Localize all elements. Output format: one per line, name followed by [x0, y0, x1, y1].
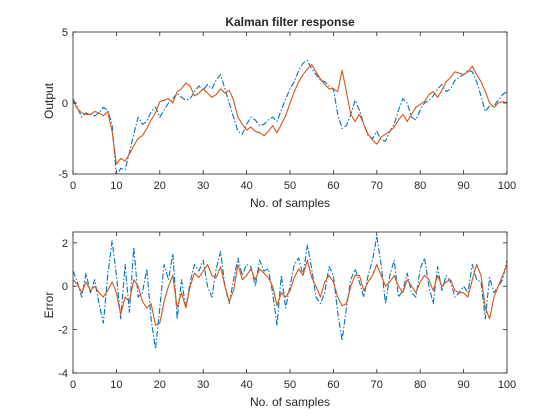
- top-y-tick-label: 0: [62, 98, 68, 110]
- bottom-x-tick-label: 60: [327, 379, 339, 391]
- top-series-solid-line: [73, 64, 507, 165]
- bottom-y-tick-label: -4: [58, 368, 68, 380]
- top-x-tick-label: 80: [414, 180, 426, 192]
- bottom-y-tick-label: 2: [62, 238, 68, 250]
- bottom-x-tick-label: 0: [70, 379, 76, 391]
- bottom-series-solid-line: [73, 259, 507, 326]
- top-subplot: Kalman filter response Output No. of sam…: [42, 15, 516, 210]
- top-y-axis-label: Output: [42, 82, 56, 119]
- top-y-tick-label: 5: [62, 27, 68, 39]
- top-x-tick-label: 40: [240, 180, 252, 192]
- bottom-x-tick-label: 20: [154, 379, 166, 391]
- top-x-tick-label: 30: [197, 180, 209, 192]
- bottom-x-tick-label: 70: [371, 379, 383, 391]
- top-x-tick-label: 10: [110, 180, 122, 192]
- top-x-tick-label: 90: [457, 180, 469, 192]
- bottom-series-dashdot-line: [73, 235, 507, 350]
- bottom-y-tick-label: 0: [62, 281, 68, 293]
- top-x-tick-label: 100: [498, 180, 516, 192]
- bottom-y-tick-label: -2: [58, 325, 68, 337]
- top-x-tick-label: 50: [284, 180, 296, 192]
- top-x-axis-label: No. of samples: [250, 196, 330, 210]
- top-x-tick-label: 60: [327, 180, 339, 192]
- bottom-x-tick-label: 30: [197, 379, 209, 391]
- top-x-tick-label: 20: [154, 180, 166, 192]
- top-chart-title: Kalman filter response: [225, 15, 355, 29]
- bottom-subplot: Error No. of samples 0 10 20 30 40 50 60 70 80 90…: [42, 231, 516, 409]
- top-y-tick-label: -5: [58, 169, 68, 181]
- bottom-y-axis-label: Error: [42, 292, 56, 319]
- bottom-x-tick-label: 10: [110, 379, 122, 391]
- bottom-x-tick-label: 80: [414, 379, 426, 391]
- bottom-x-tick-label: 90: [457, 379, 469, 391]
- bottom-x-tick-label: 100: [498, 379, 516, 391]
- top-x-tick-label: 0: [70, 180, 76, 192]
- top-x-tick-label: 70: [371, 180, 383, 192]
- bottom-x-tick-label: 40: [240, 379, 252, 391]
- bottom-x-axis-label: No. of samples: [250, 395, 330, 409]
- bottom-x-tick-label: 50: [284, 379, 296, 391]
